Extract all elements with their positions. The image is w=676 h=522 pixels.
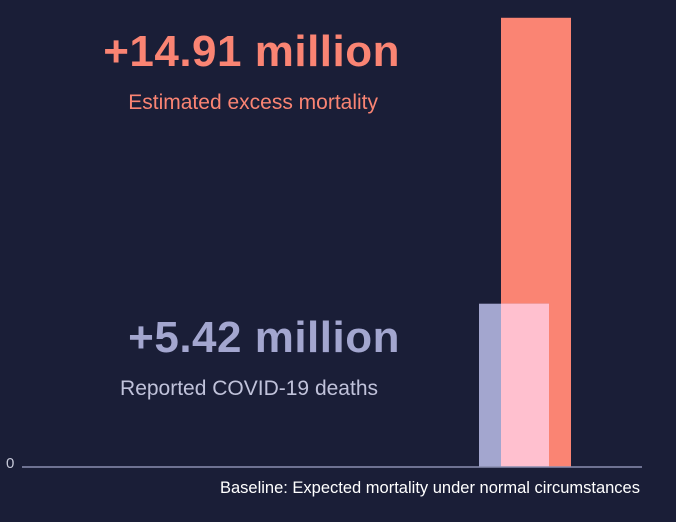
reported-deaths-label: Reported COVID-19 deaths xyxy=(120,377,378,400)
excess-mortality-label: Estimated excess mortality xyxy=(128,91,378,114)
reported-deaths-value: +5.42 million xyxy=(128,313,400,362)
excess-mortality-value: +14.91 million xyxy=(103,27,400,76)
baseline-label: Baseline: Expected mortality under norma… xyxy=(219,479,640,497)
y-tick-zero: 0 xyxy=(6,455,15,472)
bar-overlap xyxy=(501,303,549,467)
